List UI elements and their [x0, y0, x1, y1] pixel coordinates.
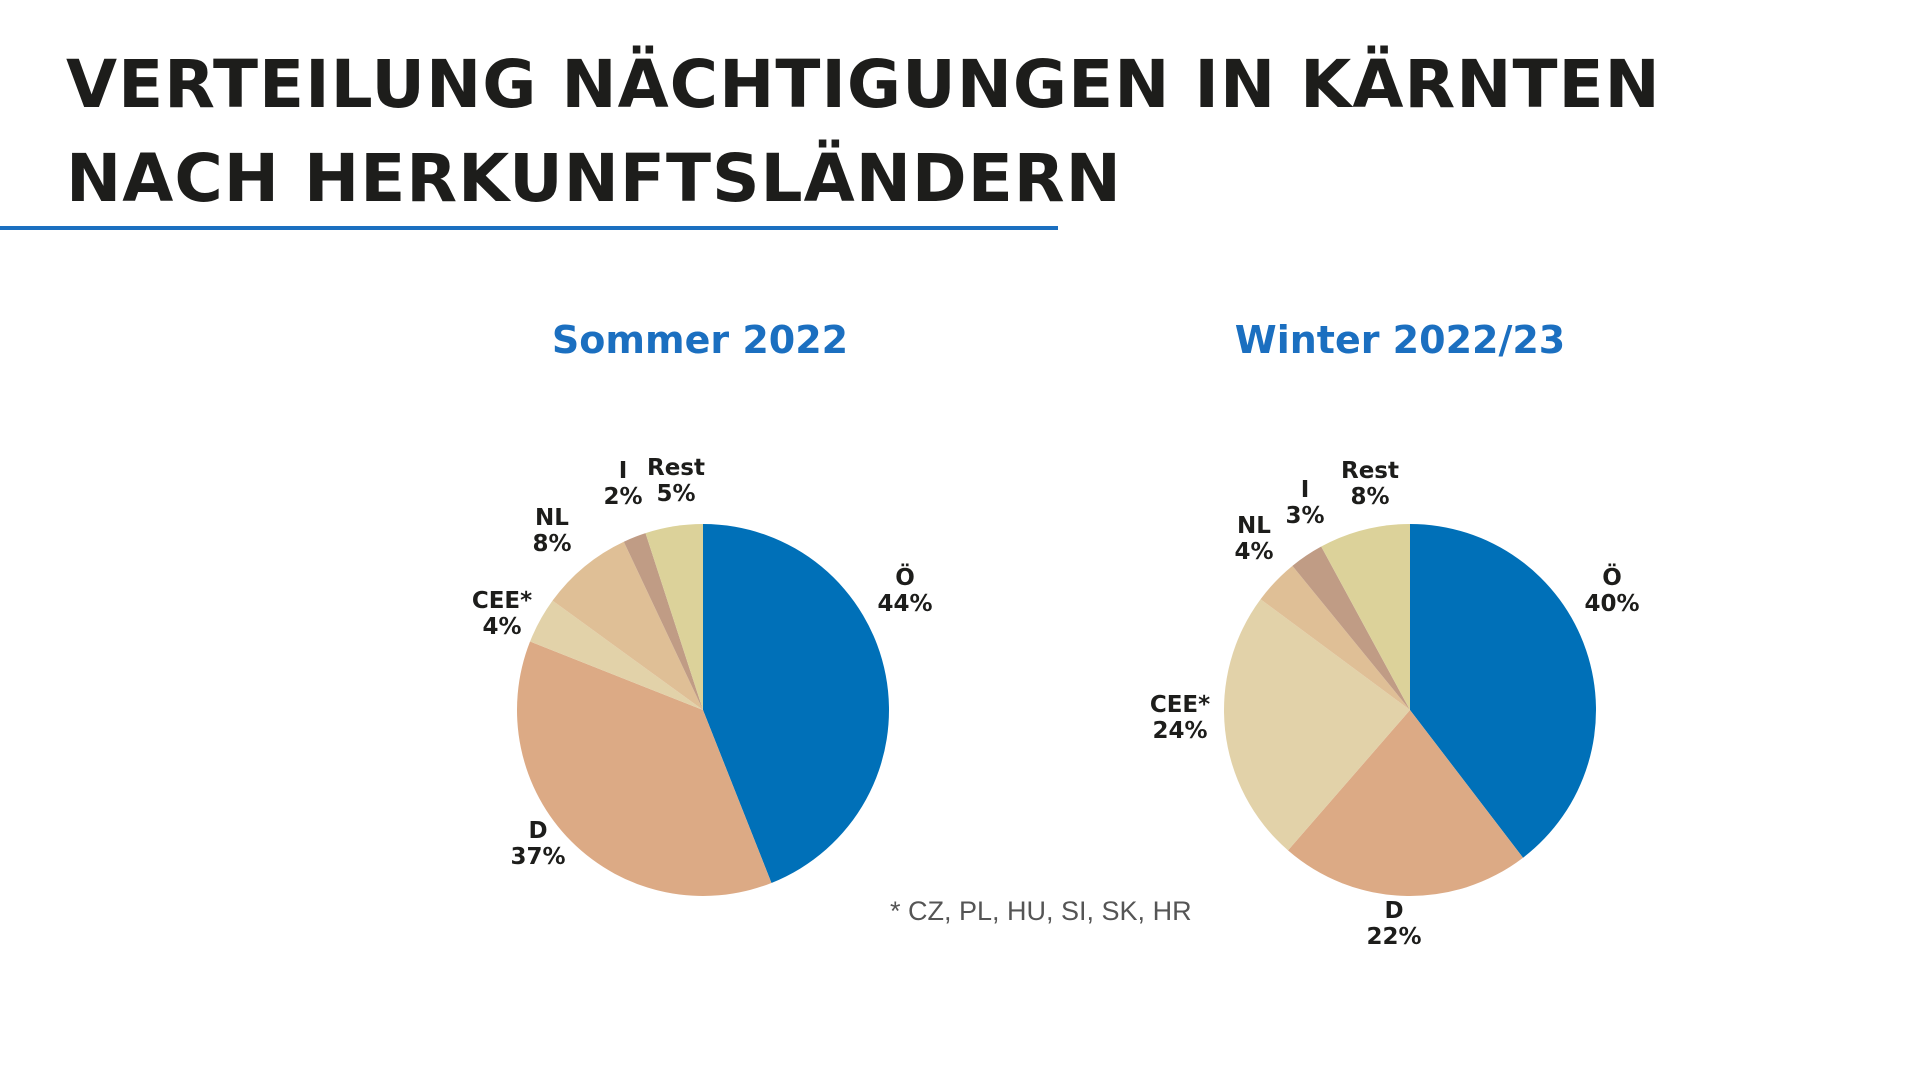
- slice-name-label-summer-4: I: [619, 458, 628, 484]
- slice-name-label-winter-4: I: [1301, 477, 1310, 503]
- slice-name-label-summer-2: CEE*: [472, 588, 532, 614]
- pie-slice-summer-4: [623, 533, 703, 710]
- pie-slice-winter-4: [1292, 546, 1410, 710]
- footnote: * CZ, PL, HU, SI, SK, HR: [890, 896, 1192, 926]
- slice-value-label-summer-5: 5%: [656, 481, 695, 507]
- slice-name-label-winter-2: CEE*: [1150, 692, 1210, 718]
- slice-name-label-summer-0: Ö: [895, 563, 915, 591]
- title-underline: [0, 226, 1058, 230]
- slice-value-label-winter-2: 24%: [1152, 718, 1207, 744]
- slice-value-label-winter-4: 3%: [1285, 503, 1324, 529]
- pie-slice-summer-1: [516, 641, 772, 897]
- pie-slice-summer-3: [552, 541, 703, 710]
- page-title-line-2: NACH HERKUNFTSLÄNDERN: [66, 140, 1122, 217]
- slice-name-label-winter-0: Ö: [1602, 563, 1622, 591]
- pie-slice-winter-1: [1288, 710, 1524, 897]
- slice-name-label-winter-3: NL: [1237, 513, 1271, 539]
- chart-title-summer: Sommer 2022: [551, 318, 849, 362]
- slice-value-label-summer-3: 8%: [532, 531, 571, 557]
- slice-value-label-summer-1: 37%: [510, 844, 565, 870]
- pie-slice-winter-3: [1260, 565, 1410, 710]
- pie-slice-summer-2: [530, 600, 703, 710]
- slice-value-label-winter-1: 22%: [1366, 924, 1421, 950]
- page-title: VERTEILUNG NÄCHTIGUNGEN IN KÄRNTEN NACH …: [66, 38, 1766, 226]
- slice-name-label-summer-5: Rest: [647, 455, 705, 481]
- pie-slice-summer-5: [645, 524, 703, 710]
- slice-value-label-summer-0: 44%: [877, 591, 932, 617]
- slice-value-label-summer-2: 4%: [482, 614, 521, 640]
- slice-value-label-summer-4: 2%: [603, 484, 642, 510]
- slice-name-label-winter-5: Rest: [1341, 458, 1399, 484]
- pie-slice-summer-0: [703, 524, 890, 883]
- slice-value-label-winter-0: 40%: [1584, 591, 1639, 617]
- page-title-line-1: VERTEILUNG NÄCHTIGUNGEN IN KÄRNTEN: [66, 46, 1661, 123]
- pie-slice-winter-0: [1410, 524, 1597, 858]
- slice-value-label-winter-3: 4%: [1234, 539, 1273, 565]
- slice-name-label-summer-1: D: [528, 818, 547, 844]
- pie-slice-winter-2: [1223, 599, 1410, 851]
- slice-name-label-winter-1: D: [1384, 898, 1403, 924]
- slice-name-label-summer-3: NL: [535, 505, 569, 531]
- pie-slice-winter-5: [1321, 524, 1410, 710]
- chart-title-winter: Winter 2022/23: [1234, 318, 1566, 362]
- slice-value-label-winter-5: 8%: [1350, 484, 1389, 510]
